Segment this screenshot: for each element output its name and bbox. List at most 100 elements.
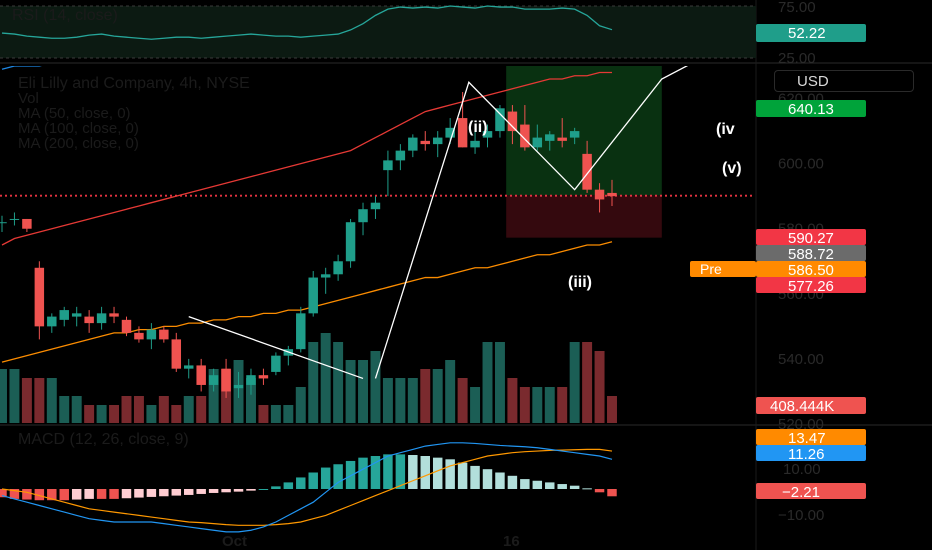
pre-market-label-badge: [690, 261, 756, 277]
macd-histogram-bar: [121, 489, 132, 499]
macd-histogram-bar: [333, 464, 343, 489]
candle-body: [271, 355, 281, 372]
macd-histogram-bar: [457, 462, 468, 489]
volume-bar: [133, 396, 144, 423]
candle-body: [582, 153, 592, 190]
candle-body: [594, 189, 605, 200]
candle-body: [34, 267, 45, 327]
volume-bar: [519, 387, 530, 423]
volume-bar: [333, 342, 344, 423]
macd-value: 13.47: [788, 430, 826, 447]
macd-line: [1, 442, 613, 533]
macd-histogram-bar: [258, 489, 269, 490]
candle-body: [482, 131, 493, 138]
macd-value-badge: [756, 429, 866, 445]
candle-body: [569, 131, 580, 138]
chart-title: Eli Lilly and Company, 4h, NYSE: [18, 75, 250, 92]
candle-body: [246, 375, 256, 385]
volume-bar: [121, 396, 132, 423]
time-label-oct: Oct: [222, 533, 247, 550]
volume-bar: [370, 351, 381, 423]
macd-histogram-bar: [71, 489, 82, 500]
candle-body: [9, 218, 20, 220]
volume-bar: [494, 342, 505, 423]
macd-histogram-bar: [134, 489, 144, 498]
histogram-value: −2.21: [782, 484, 820, 501]
main-plot-area: [0, 66, 755, 423]
candle-body: [184, 365, 194, 369]
macd-histogram-bar: [308, 472, 318, 489]
volume-bar: [21, 378, 32, 423]
volume-bar: [594, 351, 605, 423]
volume-bar: [395, 378, 406, 423]
candle-body: [134, 332, 144, 340]
macd-histogram-bar: [96, 489, 107, 499]
macd-histogram-bar: [146, 489, 157, 497]
volume-bar: [9, 369, 20, 423]
candle-body: [557, 137, 567, 141]
macd-histogram-bar: [271, 486, 281, 489]
volume-bar: [358, 360, 368, 423]
volume-bar: [183, 396, 194, 423]
volume-bar: [283, 405, 294, 423]
candle-body: [47, 316, 57, 327]
volume-bar: [607, 396, 617, 423]
volume-bar: [445, 360, 456, 423]
volume-bar: [208, 369, 219, 423]
macd-histogram-bar: [47, 489, 57, 501]
elliott-wave-lines: [188, 66, 689, 380]
volume-bar: [432, 369, 443, 423]
candle-body: [383, 160, 393, 171]
candle-body: [333, 261, 343, 275]
candle-body: [395, 150, 406, 161]
volume-bar: [295, 387, 306, 423]
last-price-badge: [756, 245, 866, 261]
macd-histogram-bar: [358, 457, 368, 489]
currency-label: USD: [797, 73, 829, 90]
volume-bar: [109, 405, 120, 423]
candle-body: [0, 222, 7, 224]
candle-body: [607, 192, 617, 197]
rsi-legend: RSI (14, close): [12, 7, 118, 24]
high-price: 590.27: [788, 230, 834, 247]
candle-body: [308, 277, 318, 314]
macd-histogram-bar: [408, 455, 418, 489]
candle-body: [532, 137, 543, 148]
volume-bar: [320, 333, 331, 423]
volume-bar: [470, 387, 481, 423]
currency-selector[interactable]: USD: [774, 70, 914, 92]
ma-50-line: [1, 71, 612, 246]
macd-histogram-bar: [470, 465, 480, 489]
macd-histogram-bar: [171, 489, 182, 496]
legend-ma-100: MA (100, close, 0): [18, 120, 139, 137]
macd-histogram-bar: [383, 454, 393, 489]
candle-body: [71, 313, 82, 317]
volume-bar: [308, 342, 319, 423]
legend-vol: Vol: [18, 90, 39, 107]
macd-tick-top: 10.00: [783, 461, 821, 478]
macd-histogram-bar: [84, 489, 94, 499]
macd-histogram-bar: [594, 489, 605, 493]
volume-bar: [569, 342, 580, 423]
volume-bar: [71, 396, 82, 423]
macd-tick-bottom: −10.00: [778, 507, 824, 524]
volume-value: 408.444K: [770, 398, 834, 415]
macd-histogram-bar: [495, 472, 505, 489]
volume-bar: [420, 369, 431, 423]
pre-market-price-badge: [756, 261, 866, 277]
macd-histogram-bar: [557, 484, 567, 489]
macd-histogram-bar: [445, 459, 455, 489]
wave-label-iii: (iii): [568, 274, 592, 291]
macd-histogram-bar: [345, 460, 356, 489]
volume-bar: [246, 378, 256, 423]
macd-histogram-bar: [370, 456, 381, 489]
macd-histogram-bar: [246, 489, 256, 491]
macd-histogram-bar: [420, 456, 430, 489]
candle-body: [420, 140, 430, 145]
macd-histogram-bar: [9, 489, 20, 499]
volume-bar: [0, 369, 7, 423]
macd-histogram-bar: [109, 489, 119, 499]
candle-body: [445, 127, 455, 138]
macd-histogram-bar: [22, 489, 32, 500]
